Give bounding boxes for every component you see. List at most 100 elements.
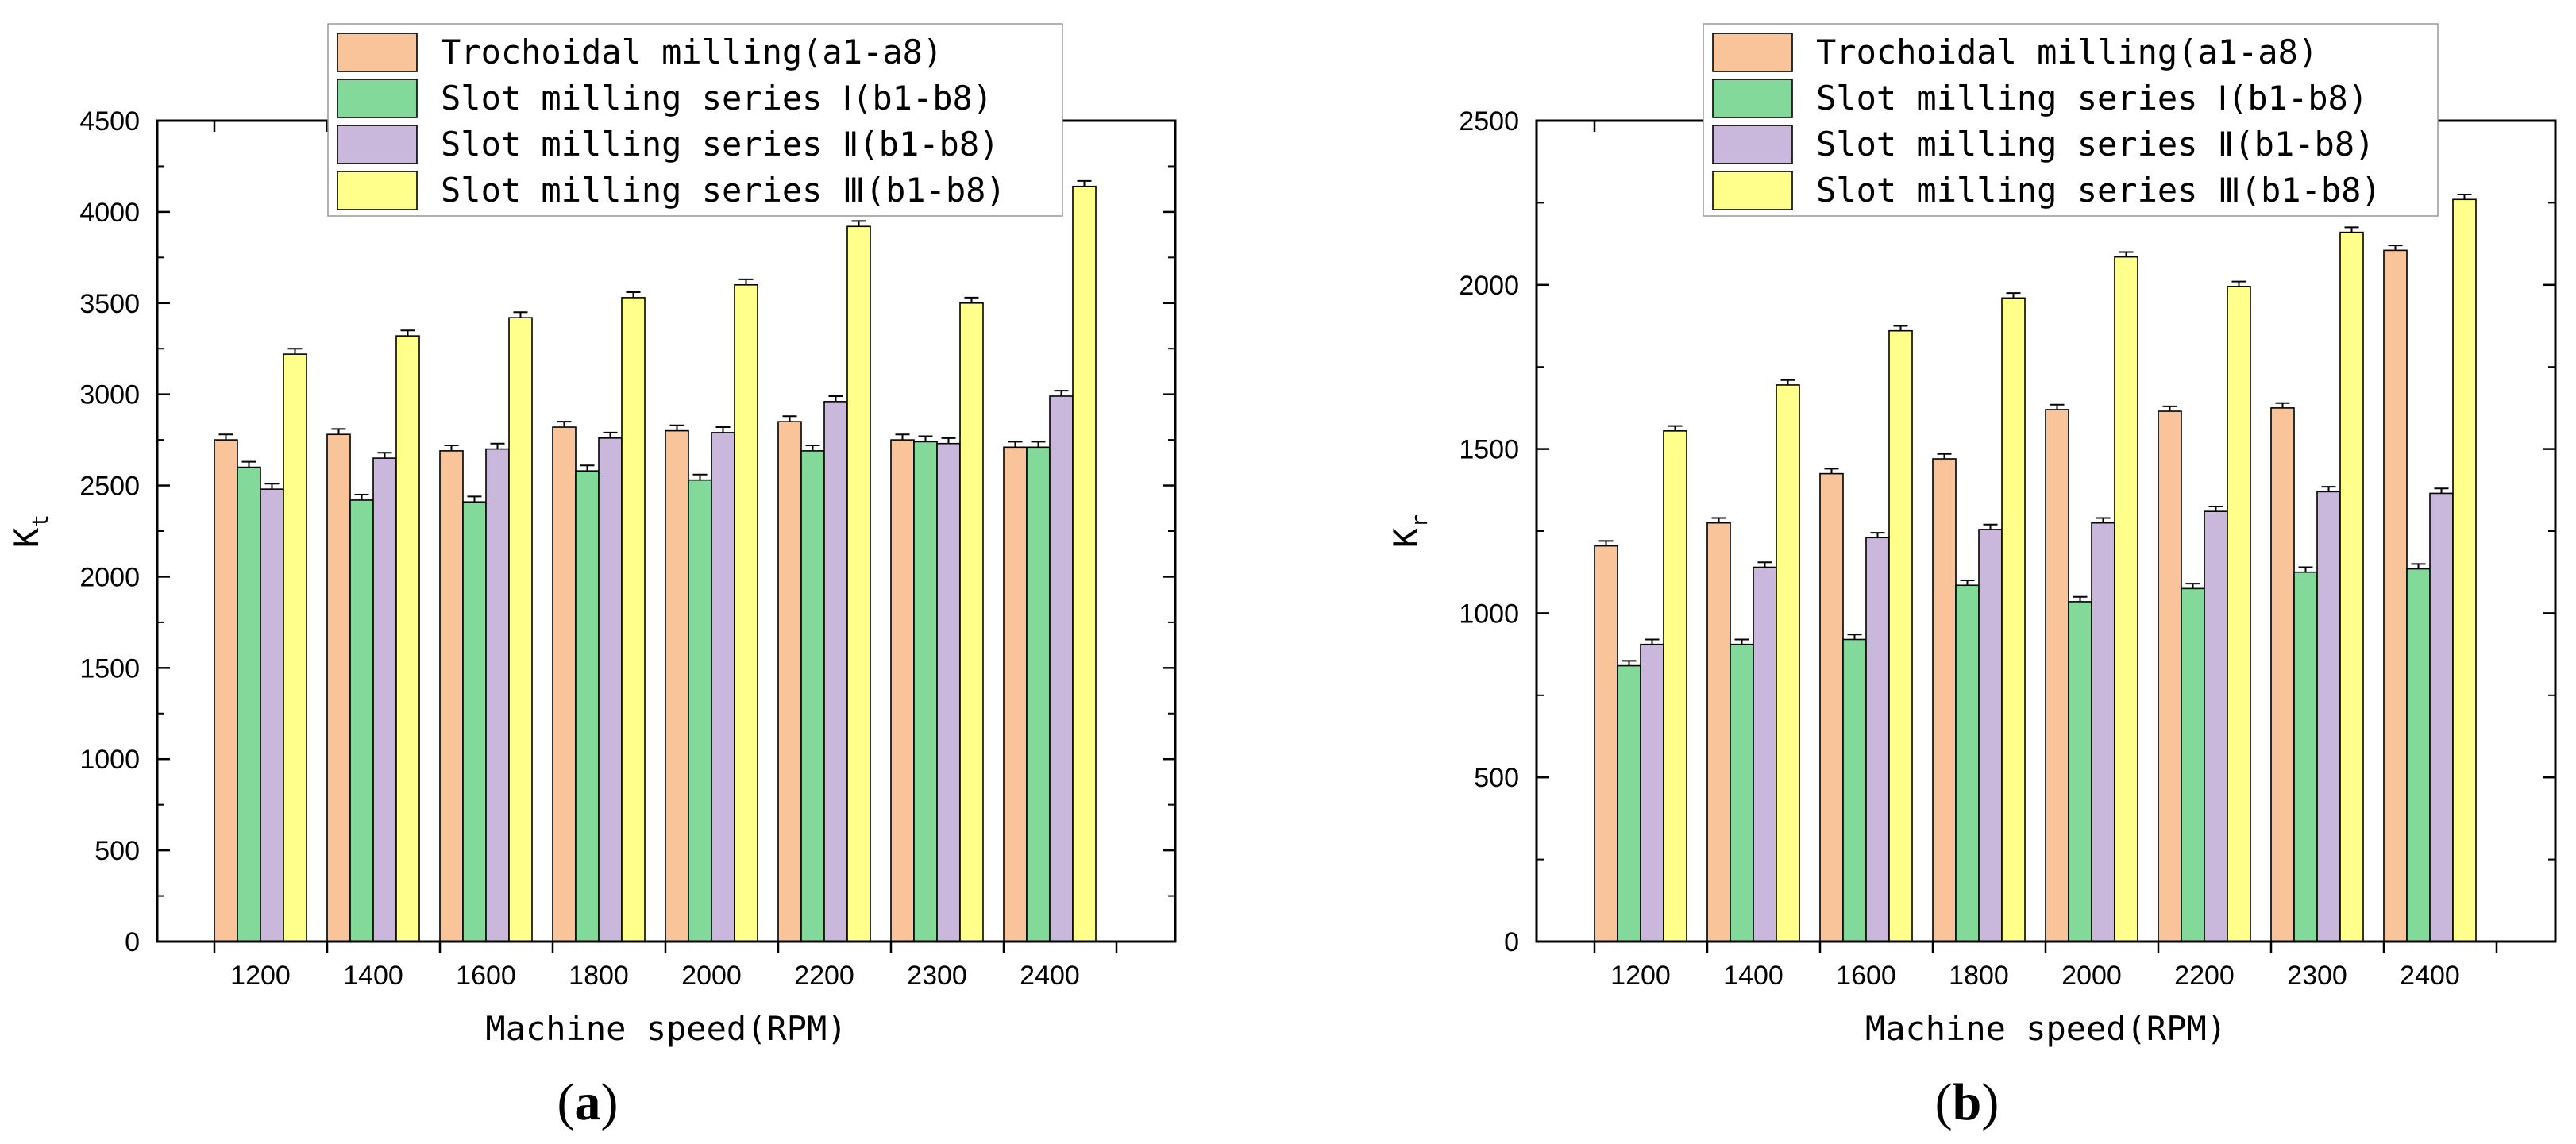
bar-b-s2-2200 bbox=[2181, 587, 2205, 942]
xtick-label-a-1200: 1200 bbox=[230, 961, 291, 991]
ytick-label-b-500: 500 bbox=[1474, 763, 1519, 793]
xtick-label-a-1800: 1800 bbox=[569, 961, 629, 991]
ytick-label-a-3500: 3500 bbox=[79, 289, 140, 319]
legend-swatch-a-s3 bbox=[337, 125, 418, 164]
bar-a-s1-2300 bbox=[890, 439, 915, 942]
ytick-label-a-2000: 2000 bbox=[79, 562, 140, 592]
error-bar-a-s4-2300 bbox=[964, 296, 979, 303]
ytick-label-a-4000: 4000 bbox=[79, 198, 140, 228]
bar-a-s1-1600 bbox=[439, 450, 464, 942]
error-bar-b-s2-2400 bbox=[2411, 563, 2426, 569]
bar-b-s1-1600 bbox=[1819, 472, 1844, 942]
bar-b-s1-2300 bbox=[2270, 407, 2295, 942]
xtick-label-b-1200: 1200 bbox=[1610, 961, 1671, 991]
bar-b-s3-2300 bbox=[2316, 491, 2341, 942]
error-bar-b-s2-1200 bbox=[1622, 660, 1637, 666]
ytick-label-a-1000: 1000 bbox=[79, 745, 140, 775]
legend-label-b-s2: Slot milling series Ⅰ(b1-b8) bbox=[1816, 79, 2368, 117]
error-bar-b-s1-2400 bbox=[2388, 245, 2403, 251]
bar-b-s1-2400 bbox=[2383, 249, 2408, 942]
error-bar-a-s2-2200 bbox=[805, 445, 820, 451]
ytick-label-a-4500: 4500 bbox=[79, 106, 140, 137]
error-bar-b-s2-2200 bbox=[2185, 583, 2200, 589]
error-bar-a-s4-2400 bbox=[1077, 179, 1092, 187]
error-bar-a-s2-2400 bbox=[1031, 441, 1046, 448]
xtick-label-a-1400: 1400 bbox=[343, 961, 403, 991]
bar-a-s4-1400 bbox=[395, 335, 420, 942]
bar-a-s1-2400 bbox=[1003, 446, 1028, 942]
error-bar-b-s2-2000 bbox=[2073, 595, 2088, 602]
bar-a-s1-1800 bbox=[552, 426, 577, 942]
legend-label-b-s4: Slot milling series Ⅲ(b1-b8) bbox=[1816, 171, 2381, 210]
ytick-label-a-500: 500 bbox=[94, 836, 140, 866]
xtick-label-b-1600: 1600 bbox=[1836, 961, 1896, 991]
legend-label-b-s3: Slot milling series Ⅱ(b1-b8) bbox=[1816, 125, 2374, 164]
bar-b-s3-2400 bbox=[2429, 492, 2454, 942]
ytick-label-b-2500: 2500 bbox=[1459, 106, 1519, 137]
error-bar-b-s3-2000 bbox=[2096, 517, 2111, 523]
legend-label-a-s2: Slot milling series Ⅰ(b1-b8) bbox=[441, 79, 993, 117]
error-bar-b-s4-2300 bbox=[2344, 226, 2359, 233]
error-bar-a-s1-1600 bbox=[444, 445, 459, 451]
error-bar-b-s3-1200 bbox=[1645, 638, 1660, 645]
y-axis-title-a: Kt bbox=[7, 514, 53, 548]
bar-b-s4-2000 bbox=[2114, 256, 2138, 942]
bar-b-s4-1600 bbox=[1888, 329, 1913, 942]
bar-a-s3-2000 bbox=[711, 432, 735, 942]
bar-b-s4-1200 bbox=[1663, 430, 1687, 942]
bar-b-s2-2000 bbox=[2068, 601, 2092, 942]
xtick-label-b-2400: 2400 bbox=[2400, 961, 2460, 991]
bar-a-s1-2000 bbox=[665, 429, 689, 942]
bar-a-s4-2400 bbox=[1072, 185, 1097, 942]
error-bar-b-s1-2000 bbox=[2050, 403, 2065, 410]
panel-label-a: (a) bbox=[557, 1073, 619, 1131]
xtick-label-b-1800: 1800 bbox=[1949, 961, 2009, 991]
error-bar-a-s1-2200 bbox=[782, 415, 797, 422]
x-axis-title-b: Machine speed(RPM) bbox=[1865, 1009, 2227, 1048]
legend-swatch-b-s2 bbox=[1712, 79, 1793, 118]
xtick-label-a-2200: 2200 bbox=[794, 961, 854, 991]
xtick-label-b-2300: 2300 bbox=[2287, 961, 2347, 991]
legend-swatch-b-s4 bbox=[1712, 171, 1793, 210]
bar-b-s4-2300 bbox=[2339, 231, 2364, 942]
legend-swatch-b-s1 bbox=[1712, 33, 1793, 72]
bar-b-s3-1800 bbox=[1978, 529, 2003, 942]
bar-a-s2-2200 bbox=[800, 450, 825, 942]
error-bar-a-s3-2400 bbox=[1054, 390, 1069, 396]
xtick-label-a-2000: 2000 bbox=[681, 961, 742, 991]
bar-a-s4-1200 bbox=[283, 353, 307, 942]
error-bar-b-s1-1600 bbox=[1824, 468, 1839, 474]
bar-a-s3-2400 bbox=[1049, 395, 1074, 942]
legend-label-a-s1: Trochoidal milling(a1-a8) bbox=[441, 33, 943, 71]
bar-b-s2-1600 bbox=[1842, 638, 1867, 942]
error-bar-b-s2-1800 bbox=[1960, 580, 1975, 586]
error-bar-b-s1-2300 bbox=[2275, 402, 2290, 408]
bar-a-s3-1400 bbox=[372, 457, 397, 942]
bar-b-s1-1800 bbox=[1932, 458, 1957, 942]
bar-b-s4-1800 bbox=[2001, 297, 2026, 942]
bar-a-s4-2300 bbox=[959, 302, 984, 942]
x-axis-title-a: Machine speed(RPM) bbox=[485, 1009, 846, 1048]
bar-a-s4-1800 bbox=[621, 297, 646, 942]
error-bar-a-s1-1200 bbox=[218, 433, 233, 441]
error-bar-b-s4-1200 bbox=[1668, 425, 1683, 431]
xtick-label-b-2000: 2000 bbox=[2061, 961, 2122, 991]
error-bar-a-s3-1400 bbox=[377, 452, 392, 459]
ytick-label-a-1500: 1500 bbox=[79, 653, 140, 684]
error-bar-b-s4-2000 bbox=[2119, 251, 2134, 257]
error-bar-b-s1-2200 bbox=[2162, 405, 2177, 412]
error-bar-b-s3-1400 bbox=[1757, 561, 1772, 568]
bar-b-s2-2400 bbox=[2406, 568, 2431, 942]
legend-a: Trochoidal milling(a1-a8) Slot milling se… bbox=[327, 23, 1063, 217]
bar-a-s4-2200 bbox=[846, 225, 871, 942]
bar-b-s4-2200 bbox=[2227, 286, 2251, 942]
bar-b-s1-2000 bbox=[2045, 409, 2069, 942]
panel-a: 0 500 1000 1500 2000 2500 3000 3500 4000 4500 1200… bbox=[7, 23, 1177, 1131]
ytick-label-a-2500: 2500 bbox=[79, 472, 140, 502]
y-axis-title-b: Kr bbox=[1386, 514, 1433, 548]
xtick-label-a-2300: 2300 bbox=[907, 961, 967, 991]
error-bar-b-s3-2400 bbox=[2434, 487, 2449, 494]
bar-b-s1-1400 bbox=[1706, 522, 1731, 942]
bar-a-s3-1600 bbox=[485, 448, 510, 942]
